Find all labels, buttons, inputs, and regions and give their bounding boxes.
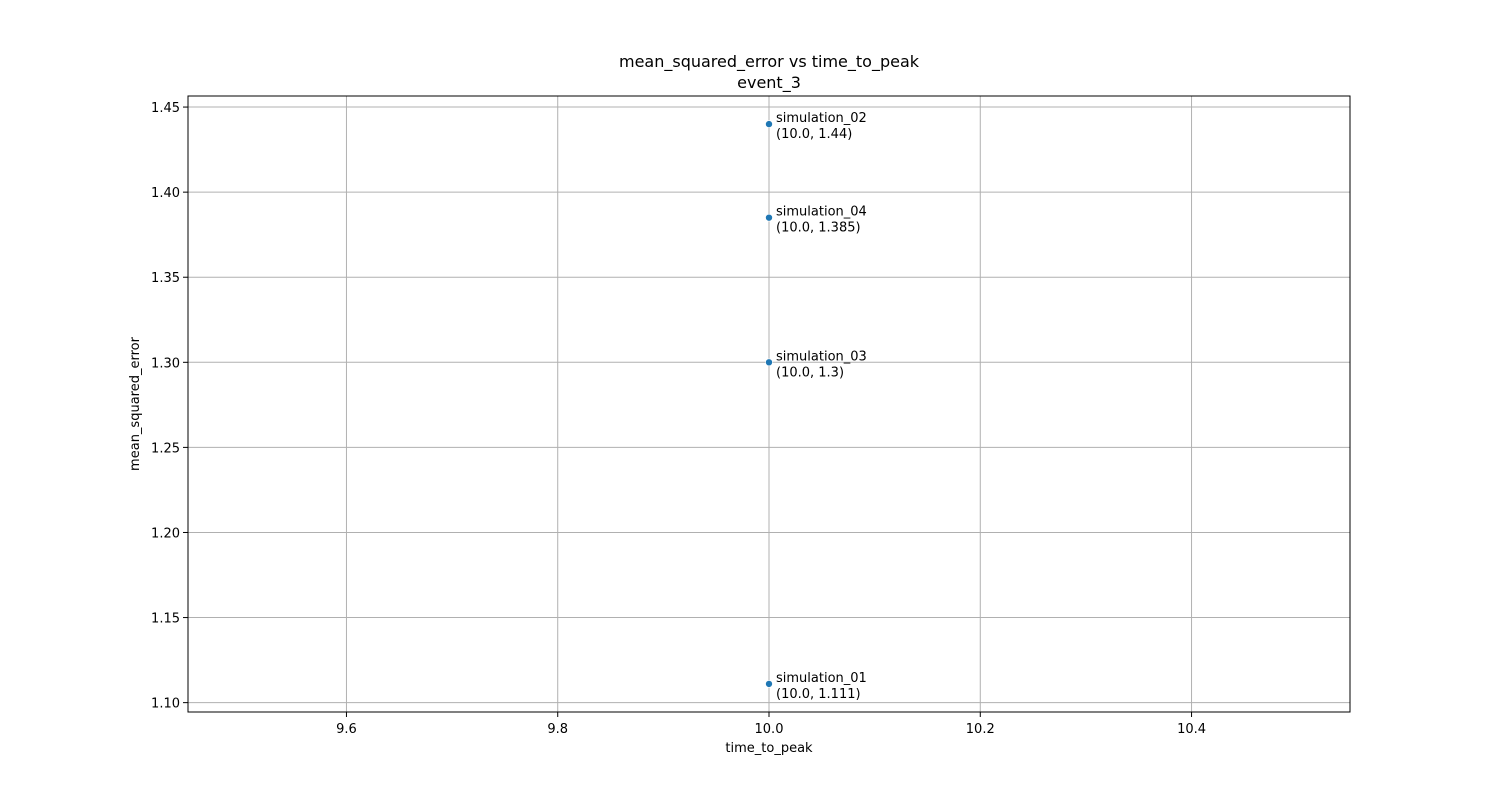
y-tick-label: 1.20 xyxy=(151,526,180,541)
point-coord-label: (10.0, 1.111) xyxy=(776,687,861,702)
data-point xyxy=(765,680,773,688)
chart-title: mean_squared_error vs time_to_peak xyxy=(619,52,920,72)
point-name-label: simulation_01 xyxy=(776,671,867,686)
point-name-label: simulation_03 xyxy=(776,349,867,364)
x-axis-label: time_to_peak xyxy=(725,741,813,756)
y-tick-label: 1.25 xyxy=(151,441,180,456)
data-points: simulation_02(10.0, 1.44)simulation_04(1… xyxy=(765,111,867,702)
y-tick-label: 1.45 xyxy=(151,101,180,116)
x-tick-label: 9.8 xyxy=(547,722,568,737)
x-tick-label: 10.0 xyxy=(755,722,784,737)
axis-ticks: 9.6 9.8 10.0 10.2 10.4 1.10 1.15 1.20 1.25 1.30 1.… xyxy=(151,101,1206,737)
point-coord-label: (10.0, 1.3) xyxy=(776,365,844,380)
data-point xyxy=(765,120,773,128)
plot-frame xyxy=(187,95,1351,713)
x-tick-label: 10.2 xyxy=(966,722,995,737)
y-tick-label: 1.10 xyxy=(151,697,180,712)
chart-subtitle: event_3 xyxy=(737,73,801,93)
y-tick-label: 1.35 xyxy=(151,271,180,286)
data-point xyxy=(765,213,773,222)
point-coord-label: (10.0, 1.44) xyxy=(776,127,852,142)
point-name-label: simulation_02 xyxy=(776,111,867,126)
y-tick-label: 1.40 xyxy=(151,186,180,201)
x-tick-label: 10.4 xyxy=(1177,722,1206,737)
point-coord-label: (10.0, 1.385) xyxy=(776,221,861,236)
point-name-label: simulation_04 xyxy=(776,205,867,220)
y-tick-label: 1.30 xyxy=(151,356,180,371)
data-point xyxy=(765,358,773,367)
x-tick-label: 9.6 xyxy=(336,722,357,737)
grid-lines xyxy=(188,96,1350,712)
y-axis-label: mean_squared_error xyxy=(128,336,143,471)
y-tick-label: 1.15 xyxy=(151,612,180,627)
